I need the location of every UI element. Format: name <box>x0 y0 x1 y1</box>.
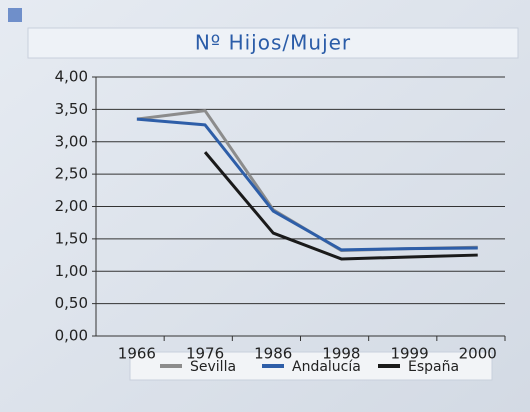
y-tick-label: 1,50 <box>55 229 88 247</box>
chart-title: Nº Hijos/Mujer <box>195 31 351 55</box>
y-tick-label: 0,00 <box>55 327 88 345</box>
legend-label: España <box>408 359 459 375</box>
corner-square <box>8 8 22 22</box>
y-tick-label: 3,00 <box>55 132 88 150</box>
y-tick-label: 3,50 <box>55 100 88 118</box>
x-tick-label: 1966 <box>118 345 156 363</box>
x-tick-label: 2000 <box>459 345 497 363</box>
legend-label: Andalucía <box>292 359 361 375</box>
y-tick-label: 2,50 <box>55 165 88 183</box>
y-tick-label: 1,00 <box>55 262 88 280</box>
x-tick-label: 1986 <box>254 345 292 363</box>
y-tick-label: 2,00 <box>55 197 88 215</box>
legend-label: Sevilla <box>190 359 236 375</box>
chart: Nº Hijos/Mujer 0,00 0,50 1,00 1,50 2,00 2,50 3… <box>0 0 530 412</box>
y-tick-label: 4,00 <box>55 68 88 86</box>
y-tick-label: 0,50 <box>55 294 88 312</box>
